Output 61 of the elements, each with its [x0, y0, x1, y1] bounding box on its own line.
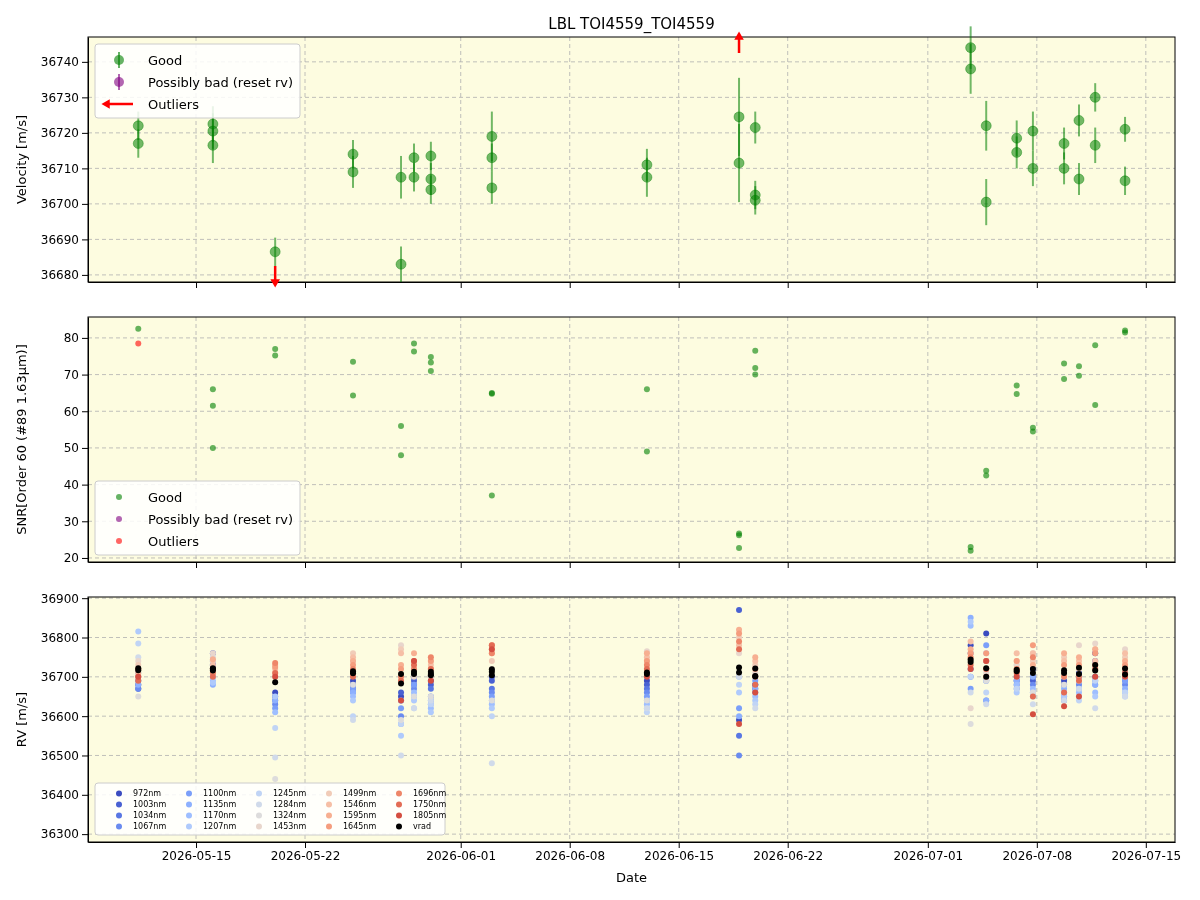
y-axis-title: RV [m/s]	[14, 691, 29, 748]
y-tick-label: 36700	[40, 197, 79, 212]
y-tick-label: 60	[63, 404, 79, 419]
legend-label: 1067nm	[133, 822, 167, 832]
legend-label: 972nm	[133, 789, 162, 799]
y-tick-label: 36680	[40, 268, 79, 283]
legend-label: 1645nm	[343, 822, 377, 832]
y-tick-label: 36740	[40, 55, 79, 70]
x-tick-label: 2026-05-22	[270, 848, 341, 863]
legend-label: 1453nm	[273, 822, 307, 832]
x-tick-label: 2026-06-15	[644, 848, 715, 863]
y-tick-label: 36900	[40, 591, 79, 606]
legend-label: 1207nm	[203, 822, 237, 832]
x-tick-label: 2026-07-08	[1002, 848, 1073, 863]
x-tick-label: 2026-07-15	[1111, 848, 1182, 863]
legend-label: Possibly bad (reset rv)	[148, 511, 294, 527]
legend-label: 1100nm	[203, 789, 237, 799]
y-tick-label: 36800	[40, 630, 79, 645]
legend-label: 1595nm	[343, 811, 377, 821]
x-axis-title: Date	[615, 870, 648, 885]
y-tick-label: 30	[63, 514, 79, 529]
y-axis-title: Velocity [m/s]	[14, 114, 29, 205]
legend-label: 1003nm	[133, 800, 167, 810]
legend-label: 1034nm	[133, 811, 167, 821]
legend-label: 1324nm	[273, 811, 307, 821]
y-tick-label: 40	[63, 477, 79, 492]
y-tick-label: 36730	[40, 90, 79, 105]
y-axis-title: SNR[Order 60 (#89 1.63μm)]	[14, 344, 29, 535]
legend-label: Good	[148, 489, 183, 505]
y-tick-label: 36600	[40, 709, 79, 724]
legend-label: 1546nm	[343, 800, 377, 810]
y-tick-label: 36690	[40, 232, 79, 247]
x-tick-label: 2026-06-08	[535, 848, 606, 863]
y-tick-label: 70	[63, 367, 79, 382]
legend-label: 1805nm	[413, 811, 447, 821]
legend-label: 1499nm	[343, 789, 377, 799]
legend-label: Outliers	[148, 96, 200, 112]
y-tick-label: 36300	[40, 827, 79, 842]
legend-label: Possibly bad (reset rv)	[148, 74, 294, 90]
legend-label: 1135nm	[203, 800, 237, 810]
y-tick-label: 20	[63, 551, 79, 566]
legend-label: vrad	[413, 822, 432, 832]
legend-label: 1284nm	[273, 800, 307, 810]
y-tick-label: 36500	[40, 748, 79, 763]
x-tick-label: 2026-06-01	[426, 848, 497, 863]
legend-label: 1245nm	[273, 789, 307, 799]
y-tick-label: 80	[63, 331, 79, 346]
x-tick-label: 2026-06-22	[753, 848, 824, 863]
y-tick-label: 36700	[40, 670, 79, 685]
y-tick-label: 36720	[40, 126, 79, 141]
legend-label: 1170nm	[203, 811, 237, 821]
y-tick-label: 36710	[40, 161, 79, 176]
legend-label: 1750nm	[413, 800, 447, 810]
x-tick-label: 2026-07-01	[893, 848, 964, 863]
y-tick-label: 50	[63, 441, 79, 456]
legend-label: 1696nm	[413, 789, 447, 799]
legend-label: Good	[148, 52, 183, 68]
x-tick-label: 2026-05-15	[161, 848, 232, 863]
chart-title: LBL TOI4559_TOI4559	[548, 15, 715, 34]
y-tick-label: 36400	[40, 788, 79, 803]
legend-label: Outliers	[148, 533, 200, 549]
